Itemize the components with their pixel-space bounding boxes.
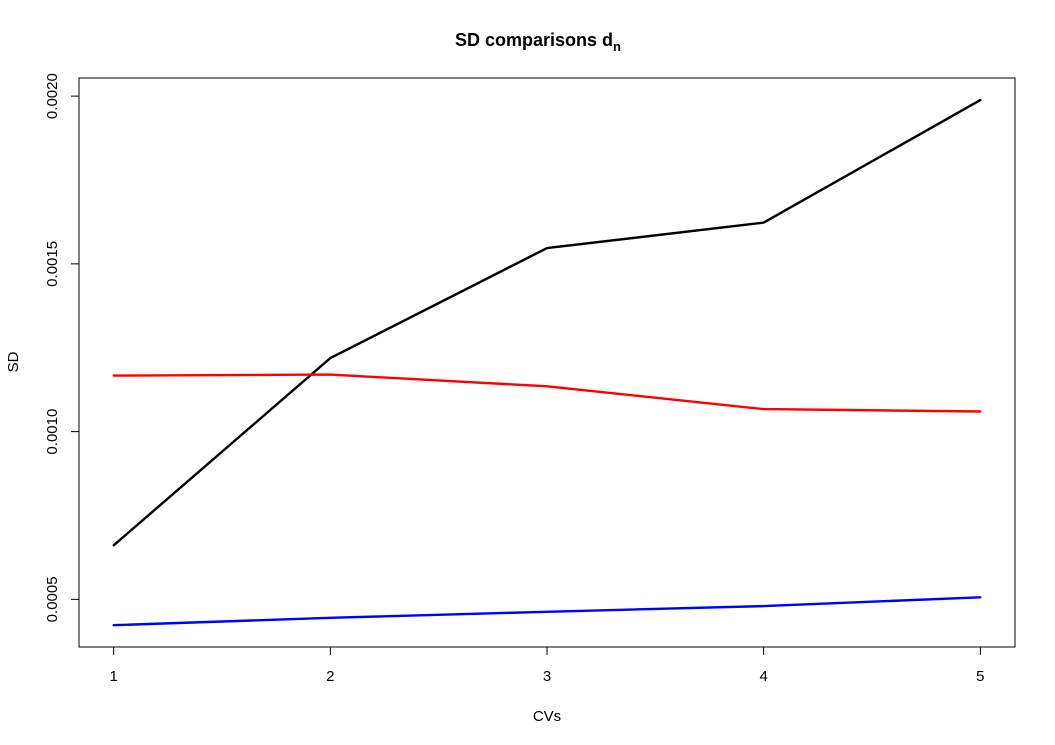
y-tick-label: 0.0010: [44, 409, 61, 455]
series-layer: [112, 98, 982, 627]
plot-frame: [78, 77, 1016, 648]
y-tick-label: 0.0015: [44, 241, 61, 287]
x-tick-label: 3: [543, 668, 551, 685]
x-axis-title: CVs: [533, 708, 561, 725]
chart-title: SD comparisons dn: [455, 30, 621, 54]
y-axis: 0.0005 0.0010 0.0015 0.0020: [44, 73, 80, 622]
y-axis-title: SD: [5, 351, 22, 372]
x-axis: 1 2 3 4 5: [109, 646, 985, 685]
series-line-1: [112, 98, 982, 547]
x-tick-label: 5: [976, 668, 984, 685]
y-tick-label: 0.0020: [44, 73, 61, 119]
series-line-3: [112, 596, 982, 627]
x-tick-label: 1: [109, 668, 117, 685]
series-line-2: [112, 373, 982, 413]
x-tick-label: 4: [759, 668, 767, 685]
x-tick-label: 2: [326, 668, 334, 685]
y-tick-label: 0.0005: [44, 576, 61, 622]
